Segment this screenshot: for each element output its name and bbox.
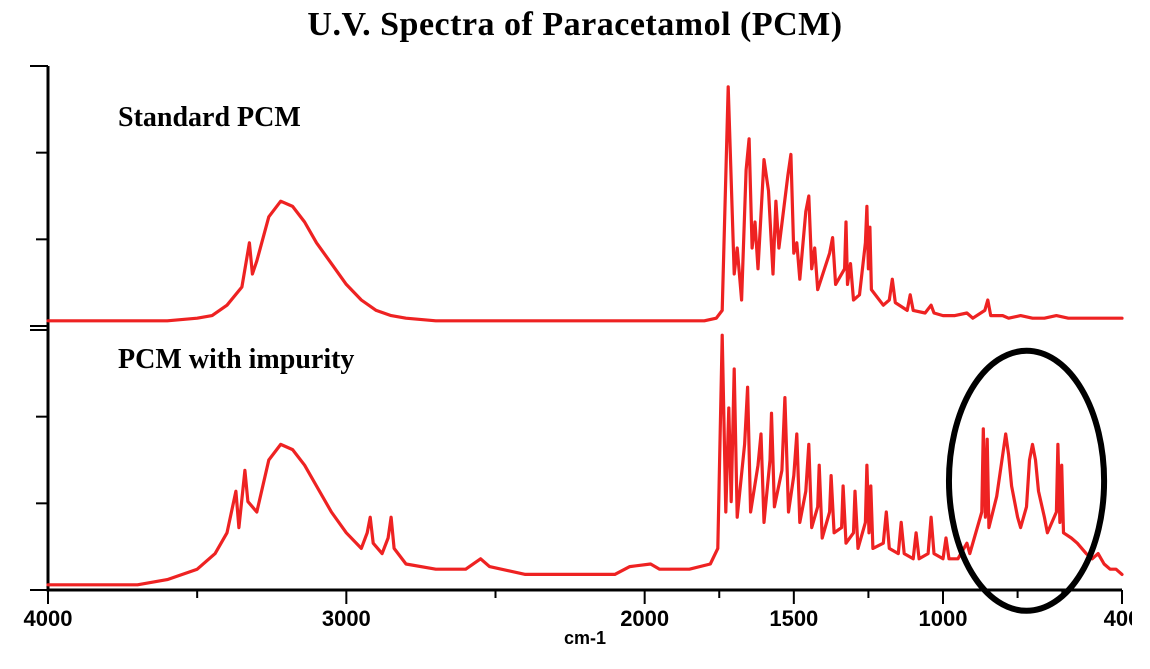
x-tick-label: 3000 bbox=[322, 606, 371, 631]
x-tick-label: 4000 bbox=[24, 606, 73, 631]
x-tick-label: 2000 bbox=[620, 606, 669, 631]
series-label-impurity: PCM with impurity bbox=[118, 344, 354, 375]
series-label-standard: Standard PCM bbox=[118, 102, 301, 133]
spectrum-chart: 4000 3000 2000 1500 1000 400 cm-1 Standard PCM P… bbox=[18, 56, 1132, 646]
x-tick-label: 1500 bbox=[769, 606, 818, 631]
chart-area: 4000 3000 2000 1500 1000 400 cm-1 Standard PCM P… bbox=[18, 56, 1132, 646]
x-tick-label: 400 bbox=[1104, 606, 1132, 631]
axes bbox=[48, 66, 1122, 590]
highlight-circle bbox=[949, 351, 1104, 611]
x-axis-label: cm-1 bbox=[564, 628, 606, 646]
chart-title: U.V. Spectra of Paracetamol (PCM) bbox=[0, 6, 1150, 44]
x-tick-label: 1000 bbox=[919, 606, 968, 631]
